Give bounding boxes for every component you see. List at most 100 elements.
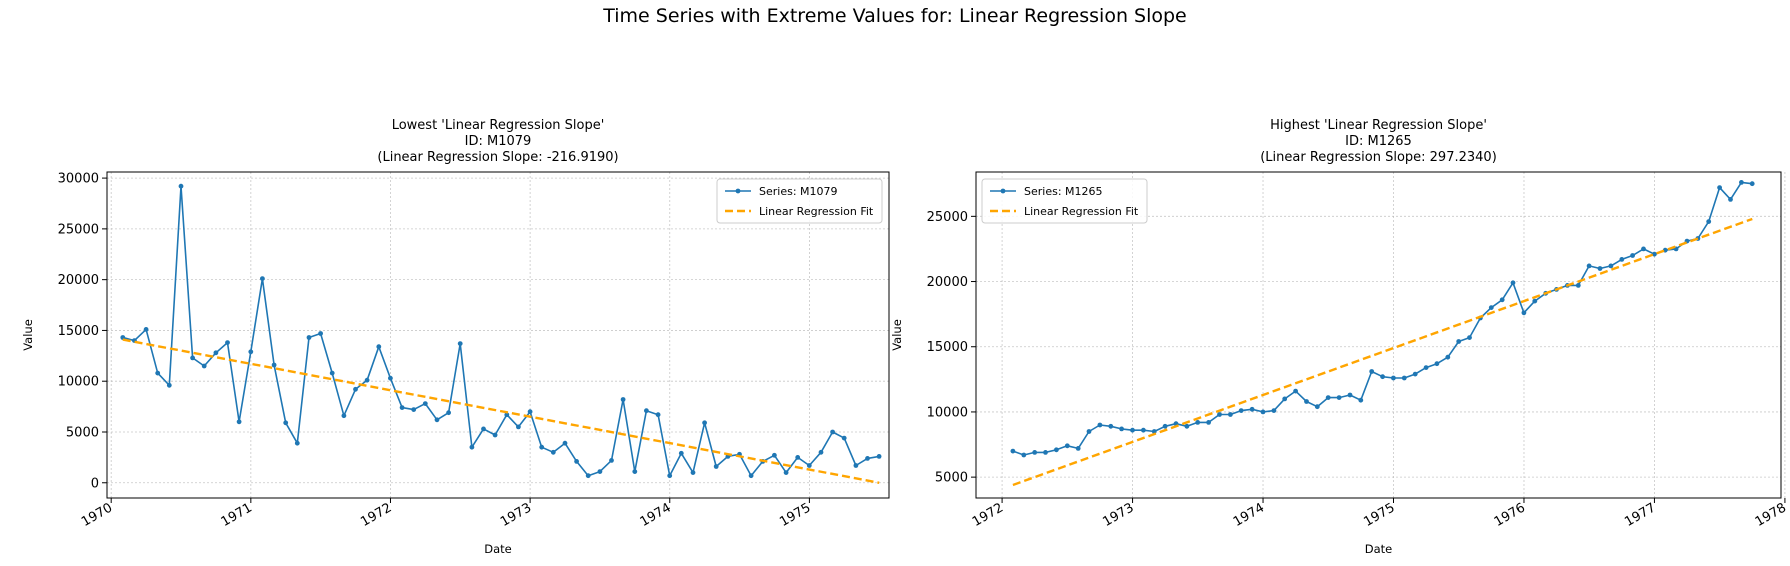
chart-1-ytick-label-1: 0 <box>91 476 99 491</box>
chart-2-ytick-label-2: 10000 <box>927 405 968 420</box>
chart-2-data-point-69 <box>1749 181 1755 187</box>
chart-2-data-point-65 <box>1706 219 1712 225</box>
chart-1-legend: Series: M1079 Linear Regression Fit <box>716 178 883 224</box>
chart-1-data-point-48 <box>667 473 673 479</box>
chart-2-data-point-43 <box>1467 335 1472 340</box>
chart-2-data-point-18 <box>1195 420 1201 425</box>
chart-1-data-point-64 <box>853 463 859 468</box>
chart-1-ytick-label-4: 15000 <box>58 324 99 339</box>
chart-2: Highest 'Linear Regression Slope'ID: M12… <box>890 118 1789 556</box>
chart-2-plot-frame <box>975 171 1782 499</box>
chart-1-data-point-38 <box>550 449 556 455</box>
chart-1-data-point-35 <box>516 424 521 430</box>
chart-2-data-point-36 <box>1391 375 1396 381</box>
chart-2-data-point-31 <box>1336 395 1342 400</box>
chart-1-data-point-29 <box>446 410 451 416</box>
chart-2-ytick-label-3: 15000 <box>927 340 968 355</box>
chart-2-data-point-35 <box>1380 374 1385 380</box>
chart-1-data-point-44 <box>620 397 626 402</box>
chart-2-xtick-label-7: 1978 <box>1753 500 1789 530</box>
chart-1-data-point-18 <box>318 331 323 336</box>
chart-1-data-point-45 <box>632 469 638 474</box>
chart-1-data-point-55 <box>748 473 754 479</box>
chart-2-data-point-20 <box>1217 412 1222 417</box>
chart-2-xlabel: Date <box>1365 542 1393 556</box>
chart-1-data-point-21 <box>353 386 358 392</box>
chart-2-data-point-34 <box>1369 369 1375 374</box>
chart-2-data-point-39 <box>1423 365 1429 370</box>
chart-2-data-point-15 <box>1162 423 1168 429</box>
chart-2-data-point-33 <box>1358 397 1364 403</box>
chart-1-ylabel: Value <box>21 319 35 351</box>
chart-2-data-point-57 <box>1619 257 1625 262</box>
chart-1-data-point-51 <box>702 420 707 426</box>
chart-2-xtick-label-5: 1976 <box>1492 500 1528 530</box>
chart-2-xtick-label-4: 1975 <box>1361 500 1397 530</box>
chart-1-xtick-label-5: 1974 <box>638 500 674 530</box>
chart-2-data-point-28 <box>1304 399 1309 404</box>
chart-2-title-line-2: ID: M1265 <box>1345 134 1412 149</box>
chart-1-data-point-42 <box>597 469 603 474</box>
chart-2-data-point-22 <box>1238 408 1244 413</box>
chart-1-data-point-16 <box>294 440 300 446</box>
chart-2-data-point-54 <box>1586 263 1592 269</box>
chart-2-data-point-38 <box>1412 371 1418 377</box>
chart-1-data-point-23 <box>376 344 382 350</box>
chart-1-data-point-49 <box>678 450 684 456</box>
chart-1-data-point-19 <box>329 370 335 376</box>
chart-2-data-point-41 <box>1445 354 1451 360</box>
chart-2-title-line-1: Highest 'Linear Regression Slope' <box>1270 118 1487 133</box>
chart-1-data-point-28 <box>434 417 440 423</box>
chart-1-data-point-26 <box>411 407 417 412</box>
chart-1-data-point-4 <box>155 370 161 376</box>
chart-1-data-point-36 <box>527 409 533 415</box>
chart-1-data-point-66 <box>876 454 882 459</box>
chart-1-title-line-1: Lowest 'Linear Regression Slope' <box>392 118 605 133</box>
chart-1-data-point-3 <box>143 327 149 332</box>
chart-1-data-point-58 <box>783 470 789 475</box>
chart-2-data-point-1 <box>1010 448 1016 454</box>
chart-1-data-point-47 <box>655 412 661 418</box>
chart-2-data-point-24 <box>1260 409 1266 415</box>
chart-2-data-point-23 <box>1249 406 1255 412</box>
chart-1-data-point-20 <box>341 413 347 419</box>
chart-1-legend-fit-label: Linear Regression Fit <box>759 205 874 218</box>
chart-1-data-point-7 <box>190 355 196 361</box>
chart-2-legend: Series: M1265 Linear Regression Fit <box>981 178 1148 224</box>
chart-1-data-point-50 <box>690 470 696 475</box>
chart-1-xtick-label-3: 1972 <box>358 500 394 530</box>
chart-2-data-point-19 <box>1206 420 1211 425</box>
chart-2-xtick-label-6: 1977 <box>1622 500 1658 530</box>
chart-2-data-point-3 <box>1032 450 1038 455</box>
chart-2-data-point-10 <box>1108 423 1114 429</box>
figure-title: Time Series with Extreme Values for: Lin… <box>603 5 1187 27</box>
chart-1-data-point-52 <box>713 464 719 469</box>
chart-1-data-point-62 <box>830 429 835 435</box>
chart-1-ytick-label-2: 5000 <box>66 425 99 440</box>
chart-2-title-line-3: (Linear Regression Slope: 297.2340) <box>1260 150 1497 165</box>
chart-1-xtick-label-6: 1975 <box>777 500 813 530</box>
chart-2-data-point-67 <box>1728 197 1733 202</box>
chart-1-plot-frame <box>106 171 890 499</box>
chart-1-data-point-32 <box>481 426 486 432</box>
chart-2-data-point-27 <box>1293 388 1298 394</box>
chart-1-data-point-30 <box>457 341 463 346</box>
chart-2-ytick-label-5: 25000 <box>927 210 968 225</box>
chart-1-ytick-label-5: 20000 <box>58 273 99 288</box>
chart-1-data-point-63 <box>841 435 847 441</box>
chart-1-data-point-25 <box>399 405 405 410</box>
chart-2-ylabel: Value <box>890 319 904 351</box>
chart-2-data-point-37 <box>1401 375 1407 381</box>
chart-1-regression-fit-line <box>122 338 880 484</box>
chart-2-data-point-13 <box>1141 427 1146 433</box>
chart-1-data-point-9 <box>213 350 219 356</box>
chart-1-data-point-59 <box>795 455 801 460</box>
chart-2-legend-box <box>981 178 1148 224</box>
chart-2-data-point-26 <box>1282 396 1288 402</box>
chart-2-data-point-53 <box>1575 283 1581 288</box>
chart-1-legend-box <box>716 178 883 224</box>
chart-2-data-point-40 <box>1434 361 1440 367</box>
chart-1-legend-series-label: Series: M1079 <box>759 185 838 198</box>
chart-2-data-point-12 <box>1130 427 1135 433</box>
chart-1-data-point-24 <box>388 375 393 381</box>
